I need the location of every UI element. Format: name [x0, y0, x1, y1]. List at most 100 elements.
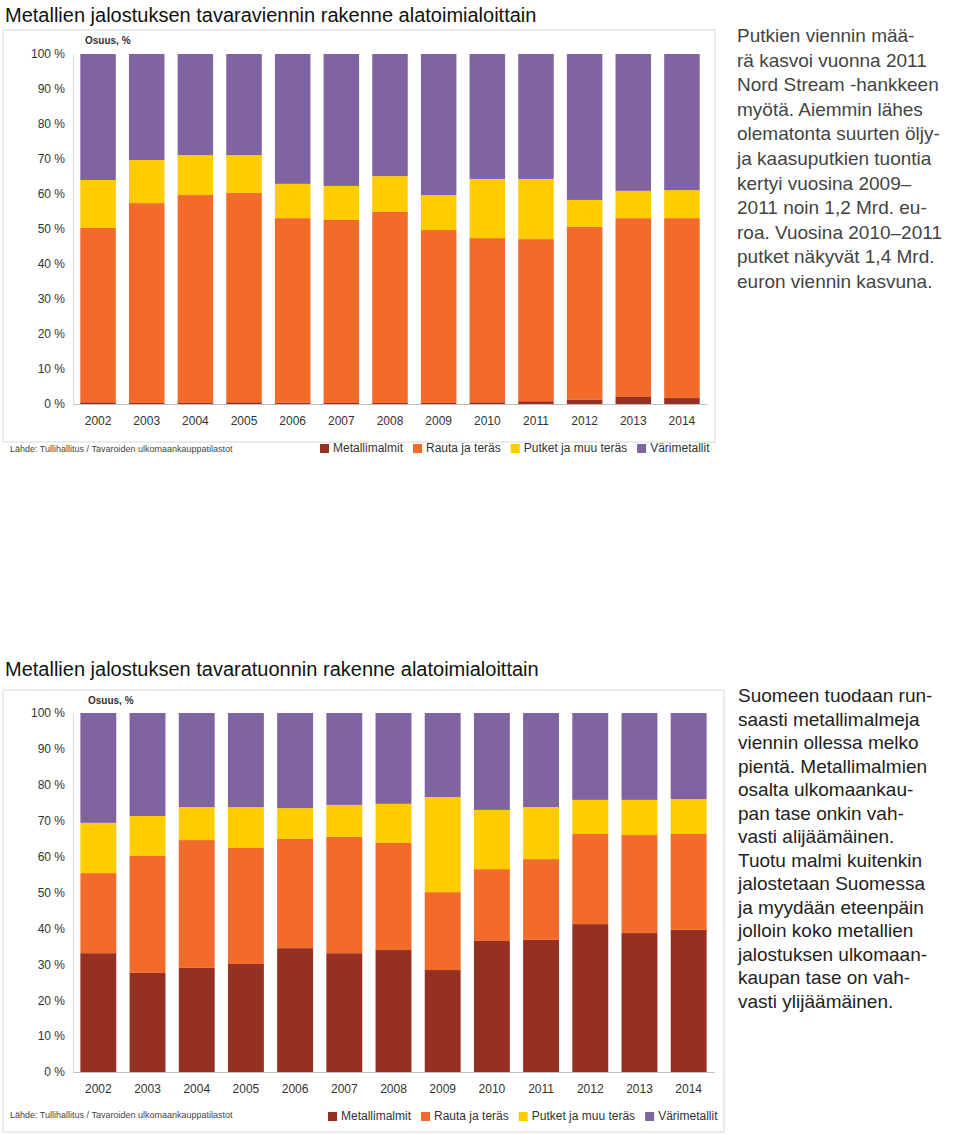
- bar: [523, 807, 559, 859]
- source: Lähde: Tullihallitus / Tavaroiden ulkoma…: [10, 1110, 233, 1120]
- annotation-line: pientä. Metallimalmien: [738, 756, 927, 777]
- bar: [130, 713, 166, 816]
- chart-title: Metallien jalostuksen tavaraviennin rake…: [5, 4, 536, 26]
- y-tick: 100 %: [31, 47, 73, 61]
- x-tick-label: 2005: [233, 1082, 260, 1096]
- x-tick: 2013: [620, 404, 647, 428]
- x-tick-label: 2014: [669, 414, 696, 428]
- bar: [277, 808, 313, 839]
- annotation-line: kertyi vuosina 2009–: [737, 173, 912, 194]
- x-tick: 2005: [233, 1072, 260, 1096]
- series: [80, 797, 706, 892]
- series: [80, 193, 699, 403]
- y-tick: 20 %: [38, 994, 73, 1008]
- bar: [616, 54, 652, 191]
- y-axis-line: [73, 714, 74, 1073]
- legend-label: Putket ja muu teräs: [532, 1109, 635, 1123]
- y-tick-label: 10 %: [38, 362, 66, 376]
- bar: [376, 804, 412, 843]
- bar: [664, 190, 700, 218]
- bar: [572, 924, 608, 1072]
- x-axis: 2002200320042005200620072008200920102011…: [74, 1072, 715, 1096]
- y-axis: 0 %10 %20 %30 %40 %50 %60 %70 %80 %90 %1…: [31, 706, 74, 1079]
- x-tick: 2012: [577, 1072, 604, 1096]
- x-tick: 2011: [528, 1072, 554, 1096]
- annotation-line: vasti ylijäämäinen.: [738, 991, 893, 1012]
- bar: [372, 176, 408, 212]
- legend-swatch: [637, 444, 646, 453]
- bar: [277, 839, 313, 948]
- bar: [179, 840, 215, 968]
- bar: [80, 54, 116, 180]
- bar: [275, 218, 311, 402]
- legend-swatch: [645, 1112, 654, 1121]
- bar: [572, 834, 608, 924]
- x-tick: 2003: [133, 404, 160, 428]
- x-tick: 2010: [479, 1072, 506, 1096]
- bar: [80, 953, 116, 1072]
- x-tick-label: 2005: [231, 414, 258, 428]
- x-tick: 2009: [425, 404, 452, 428]
- annotation-line: pan tase onkin vah-: [738, 803, 904, 824]
- x-tick-label: 2013: [626, 1082, 653, 1096]
- legend: MetallimalmitRauta ja teräsPutket ja muu…: [320, 441, 710, 455]
- bars: [80, 54, 699, 404]
- y-tick-label: 40 %: [38, 257, 66, 271]
- y-tick: 60 %: [38, 850, 73, 864]
- bar: [425, 713, 461, 797]
- legend-item: Putket ja muu teräs: [519, 1109, 635, 1123]
- bar: [178, 54, 214, 155]
- bar: [372, 212, 408, 403]
- legend-swatch: [421, 1112, 430, 1121]
- y-tick-label: 30 %: [38, 958, 66, 972]
- annotation-line: jalostuksen ulkomaan-: [737, 944, 927, 965]
- x-tick: 2013: [626, 1072, 653, 1096]
- bar: [228, 848, 264, 964]
- bar: [518, 179, 554, 239]
- bar: [178, 195, 214, 403]
- bar: [275, 54, 311, 184]
- bar: [616, 191, 652, 218]
- x-tick-label: 2007: [331, 1082, 358, 1096]
- bar: [275, 403, 311, 404]
- y-tick-label: 0 %: [44, 397, 65, 411]
- y-tick: 30 %: [38, 958, 73, 972]
- legend-swatch: [511, 444, 520, 453]
- bar: [470, 402, 506, 404]
- bar: [622, 800, 658, 835]
- bar: [376, 843, 412, 950]
- legend-item: Värimetallit: [637, 441, 710, 455]
- bar: [421, 195, 457, 230]
- bar: [518, 239, 554, 401]
- legend: MetallimalmitRauta ja teräsPutket ja muu…: [328, 1109, 718, 1123]
- legend-swatch: [519, 1112, 528, 1121]
- bar: [326, 713, 362, 805]
- bar: [567, 54, 603, 200]
- legend-label: Värimetallit: [650, 441, 710, 455]
- annotation-line: Suomeen tuodaan run-: [738, 685, 932, 706]
- y-tick-label: 90 %: [38, 82, 66, 96]
- y-tick: 0 %: [44, 1065, 73, 1079]
- bar: [671, 799, 707, 834]
- legend-swatch: [328, 1112, 337, 1121]
- legend-item: Metallimalmit: [328, 1109, 412, 1123]
- x-tick-label: 2007: [328, 414, 355, 428]
- bar: [470, 179, 506, 238]
- x-tick: 2010: [474, 404, 501, 428]
- bar: [470, 238, 506, 402]
- bar: [130, 973, 166, 1072]
- x-tick: 2006: [279, 404, 306, 428]
- bar: [226, 155, 262, 193]
- x-tick: 2014: [675, 1072, 702, 1096]
- annotation-line: Putkien viennin mää-: [737, 25, 914, 46]
- annotation-line: myötä. Aiemmin lähes: [737, 99, 923, 120]
- x-tick-label: 2010: [474, 414, 501, 428]
- annotation-line: ja myydään eteenpäin: [737, 897, 924, 918]
- y-tick-label: 40 %: [38, 922, 66, 936]
- x-tick-label: 2006: [279, 414, 306, 428]
- legend-swatch: [320, 444, 329, 453]
- x-tick-label: 2003: [134, 1082, 161, 1096]
- annotation-line: roa. Vuosina 2010–2011: [737, 222, 942, 243]
- y-tick: 50 %: [38, 886, 73, 900]
- bar: [324, 403, 360, 404]
